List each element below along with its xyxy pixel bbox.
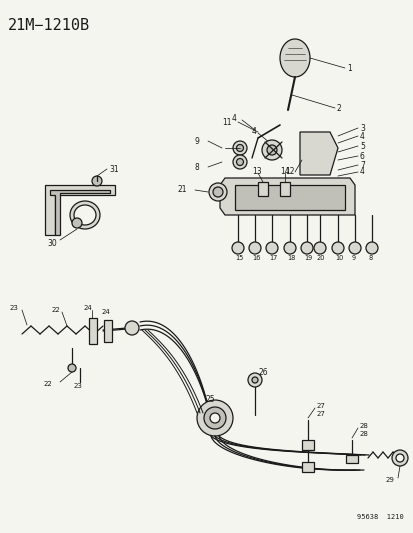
Polygon shape bbox=[89, 318, 97, 344]
Polygon shape bbox=[299, 132, 337, 175]
Text: 8: 8 bbox=[368, 255, 373, 261]
Text: 4: 4 bbox=[231, 114, 236, 123]
Polygon shape bbox=[345, 455, 357, 463]
Text: 23: 23 bbox=[10, 305, 19, 311]
Circle shape bbox=[365, 242, 377, 254]
Polygon shape bbox=[50, 190, 110, 235]
Circle shape bbox=[348, 242, 360, 254]
Text: 25: 25 bbox=[205, 395, 214, 405]
Text: 4: 4 bbox=[252, 126, 256, 135]
Circle shape bbox=[252, 377, 257, 383]
Circle shape bbox=[209, 183, 226, 201]
Polygon shape bbox=[279, 182, 289, 196]
Text: 29: 29 bbox=[385, 477, 394, 483]
Text: 95638  1210: 95638 1210 bbox=[356, 514, 403, 520]
Text: 8: 8 bbox=[195, 163, 199, 172]
Polygon shape bbox=[301, 462, 313, 472]
Circle shape bbox=[233, 141, 247, 155]
Circle shape bbox=[248, 242, 260, 254]
Circle shape bbox=[197, 400, 233, 436]
Circle shape bbox=[209, 413, 219, 423]
Circle shape bbox=[391, 450, 407, 466]
Text: 13: 13 bbox=[252, 166, 261, 175]
Text: 6: 6 bbox=[359, 151, 364, 160]
Text: 3: 3 bbox=[359, 124, 364, 133]
Circle shape bbox=[313, 242, 325, 254]
Text: 14: 14 bbox=[279, 166, 289, 175]
Ellipse shape bbox=[74, 205, 96, 225]
Text: 9: 9 bbox=[351, 255, 355, 261]
Ellipse shape bbox=[70, 201, 100, 229]
Circle shape bbox=[72, 218, 82, 228]
Text: 24: 24 bbox=[102, 309, 111, 315]
Text: 17: 17 bbox=[268, 255, 277, 261]
Circle shape bbox=[236, 144, 243, 151]
Circle shape bbox=[92, 176, 102, 186]
Text: 28: 28 bbox=[359, 431, 368, 437]
Text: 26: 26 bbox=[259, 368, 268, 377]
Text: 11: 11 bbox=[221, 117, 231, 126]
Polygon shape bbox=[301, 440, 313, 450]
Text: 15: 15 bbox=[235, 255, 243, 261]
Text: 23: 23 bbox=[74, 383, 83, 389]
Circle shape bbox=[68, 364, 76, 372]
Polygon shape bbox=[45, 185, 115, 235]
Polygon shape bbox=[219, 178, 354, 215]
Circle shape bbox=[283, 242, 295, 254]
Circle shape bbox=[395, 454, 403, 462]
Polygon shape bbox=[257, 182, 267, 196]
Text: 21: 21 bbox=[178, 185, 187, 195]
Circle shape bbox=[212, 187, 223, 197]
Text: 31: 31 bbox=[109, 165, 119, 174]
Circle shape bbox=[236, 158, 243, 166]
Circle shape bbox=[261, 140, 281, 160]
Text: 5: 5 bbox=[359, 141, 364, 150]
Circle shape bbox=[125, 321, 139, 335]
Circle shape bbox=[266, 242, 277, 254]
Text: 12: 12 bbox=[284, 167, 294, 176]
Text: 4: 4 bbox=[359, 132, 364, 141]
Text: 1: 1 bbox=[346, 63, 351, 72]
Text: 7: 7 bbox=[359, 160, 364, 169]
Text: 18: 18 bbox=[286, 255, 294, 261]
Text: 2: 2 bbox=[336, 103, 341, 112]
Text: 21M−1210B: 21M−1210B bbox=[8, 18, 90, 33]
Circle shape bbox=[233, 155, 247, 169]
Text: 4: 4 bbox=[359, 167, 364, 176]
Circle shape bbox=[247, 373, 261, 387]
Circle shape bbox=[231, 242, 243, 254]
Text: 28: 28 bbox=[359, 423, 368, 429]
Text: 10: 10 bbox=[334, 255, 342, 261]
Circle shape bbox=[266, 145, 276, 155]
Circle shape bbox=[331, 242, 343, 254]
Circle shape bbox=[300, 242, 312, 254]
Polygon shape bbox=[104, 320, 112, 342]
Text: 22: 22 bbox=[52, 307, 61, 313]
Text: 20: 20 bbox=[316, 255, 325, 261]
Text: 9: 9 bbox=[195, 136, 199, 146]
Text: 22: 22 bbox=[44, 381, 52, 387]
Text: 16: 16 bbox=[252, 255, 260, 261]
Circle shape bbox=[204, 407, 225, 429]
Text: 27: 27 bbox=[316, 411, 325, 417]
Ellipse shape bbox=[279, 39, 309, 77]
Text: 27: 27 bbox=[316, 403, 325, 409]
Text: 19: 19 bbox=[303, 255, 311, 261]
Polygon shape bbox=[235, 185, 344, 210]
Text: 24: 24 bbox=[84, 305, 93, 311]
Text: 30: 30 bbox=[47, 238, 57, 247]
